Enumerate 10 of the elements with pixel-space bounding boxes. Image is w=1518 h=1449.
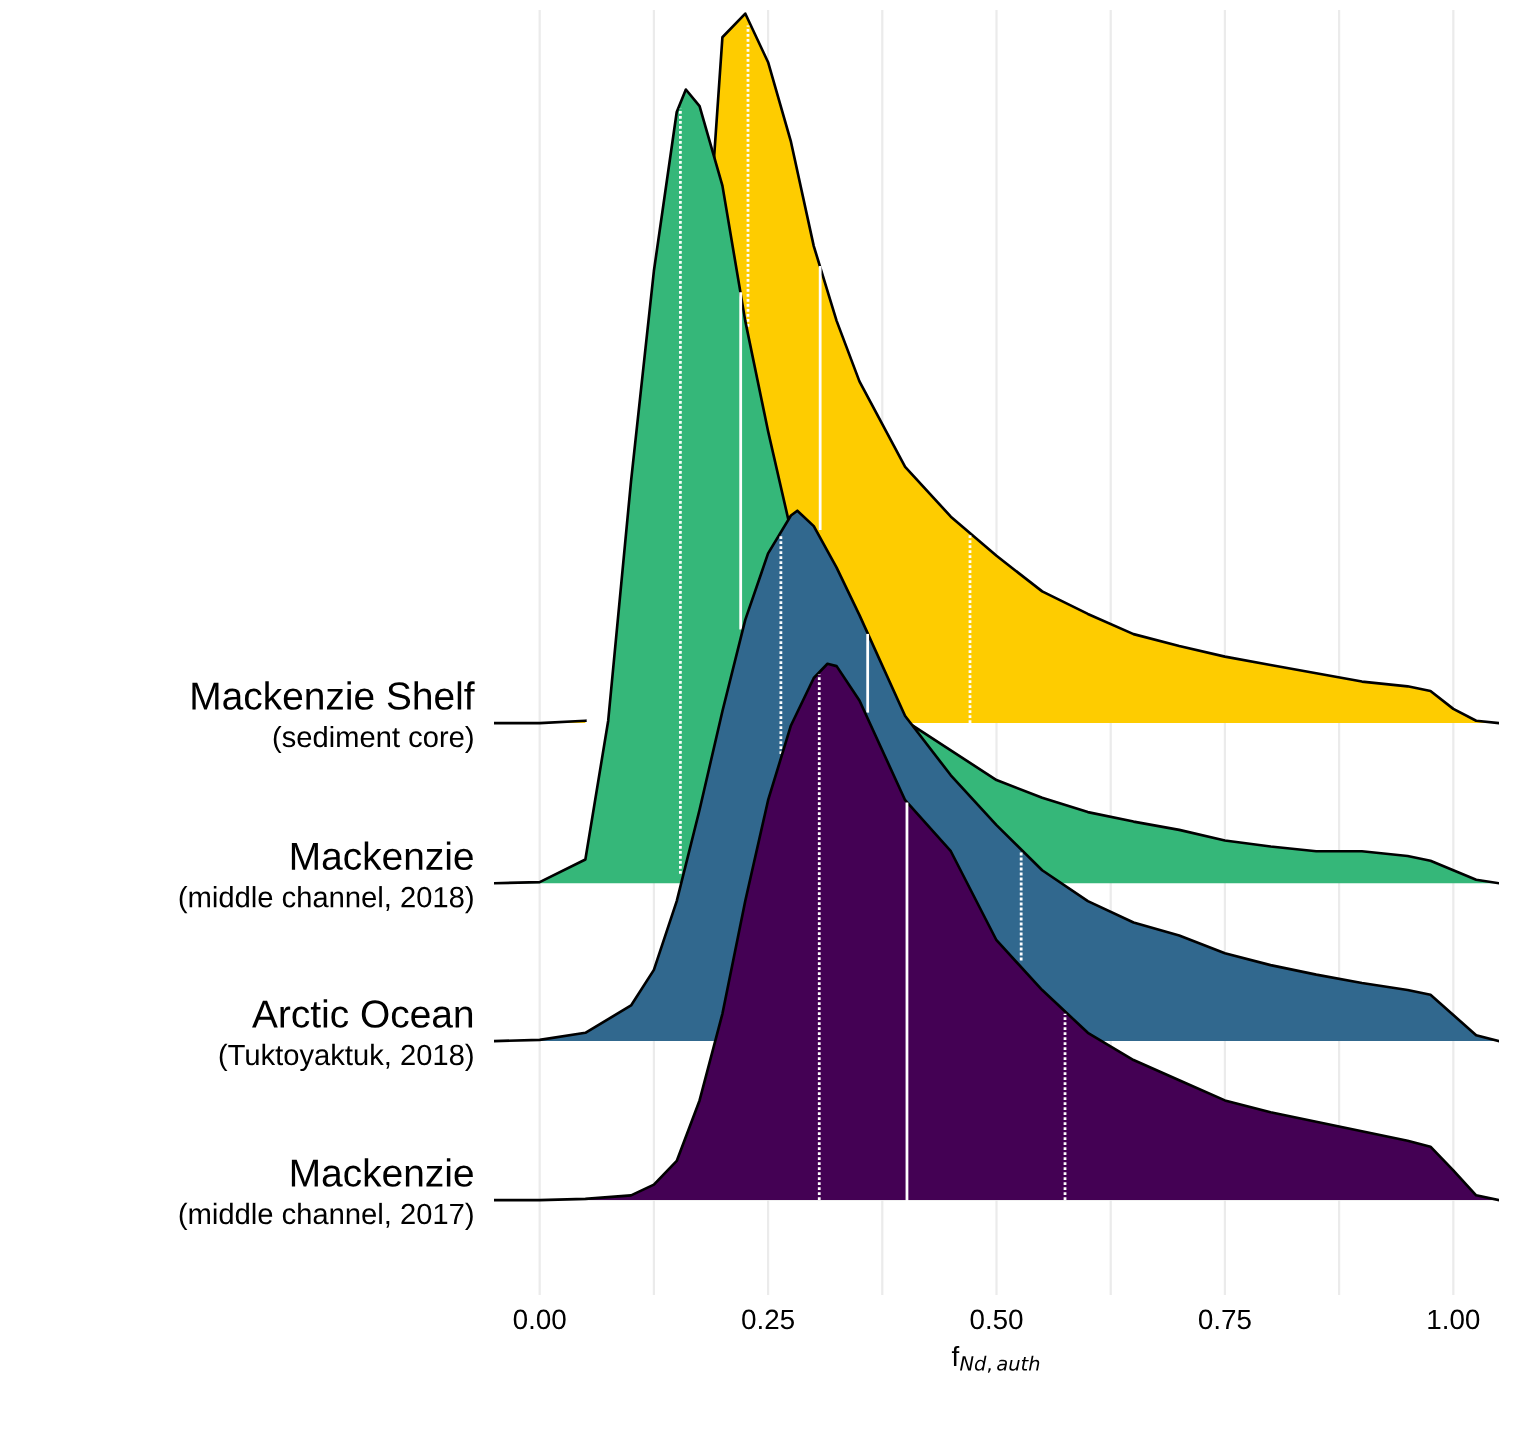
x-axis-title: f$_{Nd,auth}$ — [951, 1345, 1040, 1373]
x-tick-label: 1.00 — [1428, 1309, 1480, 1330]
series-label: Mackenzie (middle channel, 2018) — [179, 841, 473, 914]
x-tick-label: 0.00 — [513, 1309, 566, 1330]
x-tick-label: 0.75 — [1198, 1309, 1251, 1330]
series-label: Mackenzie (middle channel, 2017) — [179, 1158, 473, 1231]
series-label: Mackenzie Shelf (sediment core) — [192, 681, 475, 754]
x-tick-label: 0.25 — [742, 1309, 794, 1330]
x-tick-label: 0.50 — [970, 1309, 1023, 1330]
series-label: Arctic Ocean (Tuktoyaktuk, 2018) — [219, 999, 473, 1072]
